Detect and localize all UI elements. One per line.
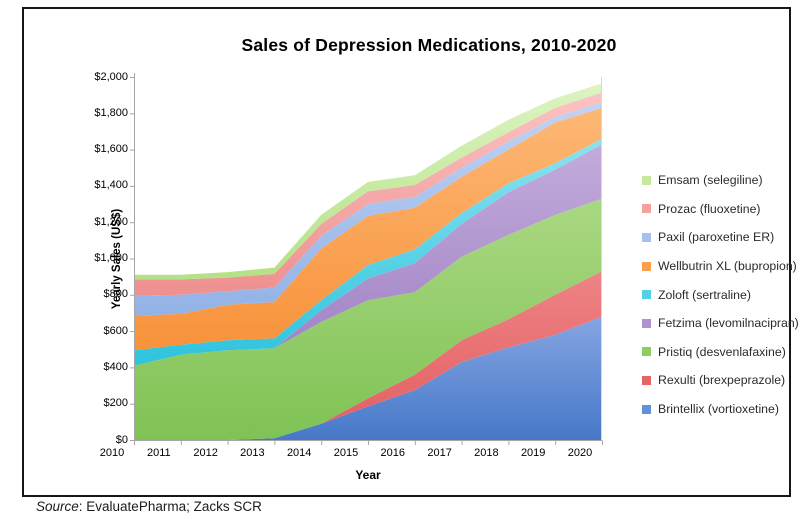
source-note: Source: EvaluatePharma; Zacks SCR — [36, 499, 262, 514]
stacked-area-plot — [130, 73, 603, 445]
chart-title: Sales of Depression Medications, 2010-20… — [241, 35, 617, 55]
y-tick-label: $1,200 — [94, 215, 128, 228]
legend-label: Brintellix (vortioxetine) — [658, 402, 779, 417]
area-series-0 — [134, 316, 602, 440]
y-tick-label: $1,400 — [94, 179, 128, 192]
legend-label: Paxil (paroxetine ER) — [658, 230, 775, 245]
legend-item: Pristiq (desvenlafaxine) — [642, 338, 799, 367]
legend-swatch-icon — [642, 404, 651, 414]
y-tick-label: $800 — [103, 288, 128, 301]
legend-item: Fetzima (levomilnacipran) — [642, 309, 799, 338]
y-tick-label: $1,800 — [94, 106, 128, 119]
legend-swatch-icon — [642, 290, 651, 300]
x-tick-label: 2017 — [427, 447, 452, 459]
x-tick-label: 2013 — [240, 447, 265, 459]
x-tick-label: 2018 — [474, 447, 499, 459]
legend-label: Wellbutrin XL (bupropion) — [658, 259, 797, 274]
legend-item: Rexulti (brexpeprazole) — [642, 366, 799, 395]
legend-label: Prozac (fluoxetine) — [658, 201, 761, 216]
y-tick-label: $2,000 — [94, 70, 128, 83]
chart-frame: Sales of Depression Medications, 2010-20… — [22, 7, 799, 497]
y-tick-label: $200 — [103, 397, 128, 410]
legend-label: Rexulti (brexpeprazole) — [658, 373, 786, 388]
y-tick-label: $600 — [103, 324, 128, 337]
legend-swatch-icon — [642, 175, 651, 185]
area-series-7 — [134, 92, 602, 296]
area-series-1 — [134, 271, 602, 440]
x-tick-label: 2011 — [146, 447, 171, 459]
legend-item: Brintellix (vortioxetine) — [642, 395, 799, 424]
legend-swatch-icon — [642, 375, 651, 385]
legend-swatch-icon — [642, 347, 651, 357]
x-axis-title: Year — [355, 468, 381, 482]
legend-item: Paxil (paroxetine ER) — [642, 223, 799, 252]
legend-swatch-icon — [642, 318, 651, 328]
legend-label: Emsam (selegiline) — [658, 173, 763, 188]
area-series-8 — [134, 83, 602, 280]
legend-label: Pristiq (desvenlafaxine) — [658, 344, 786, 359]
x-tick-label: 2015 — [333, 447, 359, 459]
y-tick-label: $1,600 — [94, 143, 128, 156]
x-tick-label: 2016 — [380, 447, 406, 459]
y-tick-label: $0 — [115, 433, 128, 446]
y-tick-label: $1,000 — [94, 252, 128, 264]
area-series-5 — [134, 107, 602, 351]
x-tick-label: 2012 — [193, 447, 218, 459]
x-tick-label: 2020 — [567, 447, 593, 459]
area-series-2 — [134, 198, 602, 440]
source-label: Source — [36, 499, 79, 514]
y-tick-label: $400 — [103, 360, 128, 373]
legend-item: Wellbutrin XL (bupropion) — [642, 252, 799, 281]
legend-item: Emsam (selegiline) — [642, 166, 799, 195]
area-series-6 — [134, 102, 602, 316]
legend-label: Fetzima (levomilnacipran) — [658, 316, 799, 331]
legend-item: Prozac (fluoxetine) — [642, 195, 799, 224]
legend-swatch-icon — [642, 261, 651, 271]
x-tick-label: 2014 — [286, 447, 312, 459]
source-text: : EvaluatePharma; Zacks SCR — [78, 499, 262, 514]
legend-swatch-icon — [642, 232, 651, 242]
x-tick-label: 2010 — [99, 447, 125, 459]
legend-item: Zoloft (sertraline) — [642, 280, 799, 309]
legend-swatch-icon — [642, 204, 651, 214]
legend-label: Zoloft (sertraline) — [658, 287, 751, 302]
x-tick-label: 2019 — [520, 447, 546, 459]
legend: Emsam (selegiline) Prozac (fluoxetine) Pax… — [642, 166, 799, 423]
